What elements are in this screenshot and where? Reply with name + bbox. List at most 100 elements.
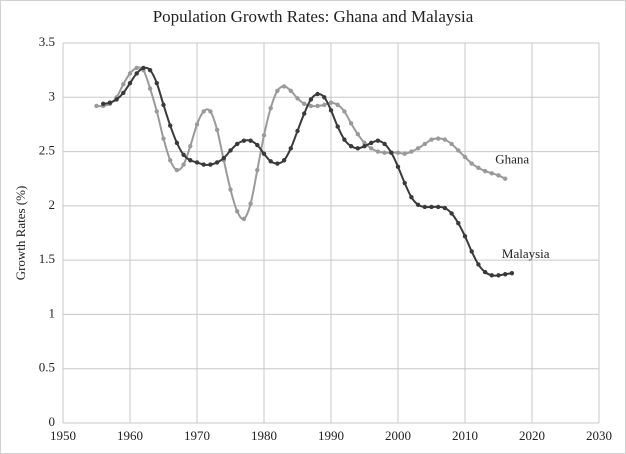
data-point [415, 146, 421, 151]
data-point [348, 143, 354, 149]
data-point [127, 80, 133, 86]
data-point [201, 109, 206, 114]
data-point [482, 269, 488, 275]
data-point [342, 109, 347, 114]
data-point [188, 158, 193, 163]
x-tick-label: 2010 [452, 428, 478, 443]
data-point [275, 88, 280, 93]
data-point [281, 158, 287, 163]
data-point [436, 204, 441, 210]
data-point [241, 216, 247, 222]
data-point [415, 202, 421, 207]
data-point [476, 262, 481, 267]
data-point [147, 86, 153, 91]
x-tick-label: 2000 [385, 428, 411, 443]
data-point [161, 102, 166, 108]
data-point [496, 273, 501, 278]
data-point [489, 273, 494, 278]
data-point [261, 151, 267, 156]
data-point [462, 234, 468, 239]
data-point [335, 124, 340, 129]
data-point [268, 105, 273, 111]
data-point [235, 209, 240, 214]
data-point [456, 221, 461, 226]
data-point [436, 136, 441, 141]
data-point [503, 272, 508, 277]
data-point [369, 146, 374, 151]
data-point [395, 164, 401, 169]
y-tick-label: 1.5 [39, 251, 55, 266]
data-point [362, 143, 367, 149]
data-point [295, 96, 300, 101]
data-point [469, 249, 474, 254]
x-tick-label: 2020 [519, 428, 545, 443]
data-point [422, 204, 427, 210]
data-point [94, 103, 99, 109]
data-point [369, 140, 374, 146]
data-point [335, 102, 340, 108]
data-point [255, 167, 260, 173]
data-point [389, 150, 394, 155]
data-point [295, 128, 300, 134]
y-tick-label: 2.5 [39, 143, 55, 158]
data-point [355, 132, 360, 137]
data-point [308, 103, 314, 109]
data-point [402, 151, 407, 156]
data-point [261, 133, 267, 138]
data-point [241, 138, 247, 143]
data-point [302, 111, 307, 116]
x-tick-label: 1970 [184, 428, 210, 443]
data-point [214, 160, 220, 165]
data-point [221, 155, 226, 161]
data-point [355, 146, 360, 151]
data-point [228, 187, 233, 192]
data-point [409, 194, 414, 200]
data-point [154, 80, 159, 86]
data-point [255, 142, 260, 148]
data-point [268, 159, 273, 164]
data-point [503, 176, 508, 181]
data-point [214, 127, 220, 133]
data-point [114, 97, 119, 102]
x-tick-label: 1980 [251, 428, 277, 443]
data-point [449, 141, 454, 147]
data-point [442, 205, 448, 211]
data-point [174, 167, 180, 173]
data-point [134, 65, 139, 71]
data-point [322, 95, 327, 100]
y-axis-label: Growth Rates (%) [13, 186, 28, 281]
data-point [476, 165, 481, 171]
x-tick-label: 1990 [318, 428, 344, 443]
data-point [228, 148, 233, 153]
series-label: Ghana [495, 152, 529, 167]
data-point [208, 162, 213, 167]
data-point [362, 140, 367, 146]
data-point [328, 100, 334, 105]
y-tick-label: 0 [49, 414, 56, 429]
y-tick-label: 3.5 [39, 34, 55, 49]
data-point [134, 71, 139, 76]
data-point [442, 137, 448, 142]
x-tick-label: 1950 [50, 428, 76, 443]
data-point [342, 137, 347, 142]
data-point [375, 138, 381, 143]
data-point [235, 141, 240, 147]
data-point [181, 162, 186, 167]
series-label: Malaysia [502, 246, 550, 261]
data-point [315, 103, 320, 109]
data-point [482, 168, 488, 174]
data-point [141, 65, 146, 71]
data-point [409, 149, 414, 154]
data-point [121, 90, 126, 96]
y-tick-label: 3 [49, 88, 56, 103]
data-point [375, 149, 381, 154]
chart-title: Population Growth Rates: Ghana and Malay… [153, 7, 474, 26]
data-point [315, 91, 320, 97]
data-point [168, 158, 173, 163]
data-point [121, 82, 126, 87]
data-point [248, 201, 253, 206]
data-point [174, 140, 180, 146]
data-point [168, 123, 173, 128]
